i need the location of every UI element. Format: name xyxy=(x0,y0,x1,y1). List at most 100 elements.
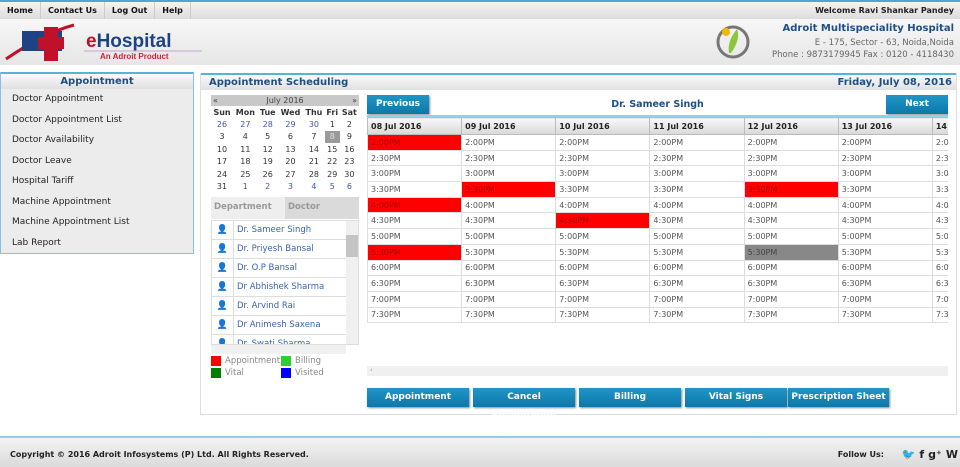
calendar-day[interactable]: 27 xyxy=(285,169,296,179)
time-slot[interactable]: 6:30PM xyxy=(461,275,557,292)
time-slot[interactable]: 6:00PM xyxy=(367,259,463,277)
time-slot[interactable]: 2:30PM xyxy=(837,149,933,167)
time-slot[interactable]: 3:00PM xyxy=(743,165,839,183)
calendar-prev[interactable]: « xyxy=(213,96,218,105)
time-slot[interactable]: 3:30PM xyxy=(931,181,948,198)
time-slot[interactable]: 5:30PM xyxy=(931,243,948,261)
time-slot[interactable]: 4:00PM xyxy=(555,196,651,214)
time-slot[interactable]: 3:30PM xyxy=(367,181,463,198)
calendar-day[interactable]: 29 xyxy=(285,120,296,130)
doctor-list-scrollbar[interactable] xyxy=(346,221,358,344)
time-slot[interactable]: 3:00PM xyxy=(649,165,745,183)
calendar-day[interactable]: 30 xyxy=(344,169,355,179)
calendar-day[interactable]: 7 xyxy=(311,132,317,142)
time-slot[interactable]: 4:00PM xyxy=(367,196,463,214)
time-slot[interactable]: 2:00PM xyxy=(461,134,557,151)
time-slot[interactable]: 7:00PM xyxy=(367,290,463,308)
time-slot[interactable]: 4:00PM xyxy=(837,196,933,214)
time-slot[interactable]: 2:30PM xyxy=(931,149,948,167)
nav-log-out[interactable]: Log Out xyxy=(105,2,156,19)
sidebar-item-doctor-availability[interactable]: Doctor Availability xyxy=(12,135,95,145)
time-slot[interactable]: 3:00PM xyxy=(837,165,933,183)
time-slot[interactable]: 5:00PM xyxy=(461,228,557,245)
time-slot[interactable]: 4:30PM xyxy=(649,212,745,230)
calendar-day[interactable]: 9 xyxy=(346,132,352,142)
time-slot[interactable]: 3:00PM xyxy=(461,165,557,183)
calendar-day[interactable]: 22 xyxy=(327,157,338,167)
tab-department[interactable]: Department xyxy=(211,197,285,219)
doctor-list-item[interactable]: 👤 Dr Animesh Saxena xyxy=(212,316,347,335)
calendar-day[interactable]: 2 xyxy=(265,182,271,192)
prescription-sheet-button[interactable]: Prescription Sheet xyxy=(788,388,889,407)
time-slot[interactable]: 5:30PM xyxy=(837,243,933,261)
calendar-day[interactable]: 4 xyxy=(311,182,317,192)
time-slot[interactable]: 7:00PM xyxy=(837,290,933,308)
time-slot[interactable]: 7:00PM xyxy=(649,290,745,308)
time-slot[interactable]: 3:00PM xyxy=(931,165,948,183)
calendar-day[interactable]: 8 xyxy=(324,130,340,144)
time-slot[interactable]: 4:30PM xyxy=(743,212,839,230)
billing-button[interactable]: Billing xyxy=(579,388,681,407)
calendar-day[interactable]: 11 xyxy=(240,144,251,154)
calendar-day[interactable]: 30 xyxy=(308,120,320,130)
time-slot[interactable]: 4:00PM xyxy=(461,196,557,214)
time-slot[interactable]: 5:30PM xyxy=(461,243,557,261)
time-slot[interactable]: 6:30PM xyxy=(367,275,463,292)
calendar-next[interactable]: » xyxy=(352,96,357,105)
time-slot[interactable]: 2:00PM xyxy=(649,134,745,151)
time-slot[interactable]: 5:30PM xyxy=(555,243,651,261)
time-slot[interactable]: 4:00PM xyxy=(931,196,948,214)
time-slot[interactable]: 2:00PM xyxy=(837,134,933,151)
time-slot[interactable]: 7:00PM xyxy=(743,290,839,308)
time-slot[interactable]: 5:00PM xyxy=(837,228,933,245)
time-slot[interactable]: 6:00PM xyxy=(555,259,651,277)
calendar-day[interactable]: 6 xyxy=(287,132,293,142)
ehospital-logo[interactable]: eHospital An Adroit Product xyxy=(4,23,204,63)
doctor-list-item[interactable]: 👤 Dr. Arvind Rai xyxy=(212,297,347,316)
time-slot[interactable]: 3:30PM xyxy=(461,181,557,198)
time-slot[interactable]: 5:00PM xyxy=(931,228,948,245)
doctor-list-item[interactable]: 👤 Dr. Sameer Singh xyxy=(212,221,347,240)
time-slot[interactable]: 2:30PM xyxy=(555,149,651,167)
calendar-day[interactable]: 26 xyxy=(216,120,228,130)
time-slot[interactable]: 7:30PM xyxy=(649,306,745,324)
time-slot[interactable]: 2:30PM xyxy=(649,149,745,167)
sidebar-item-machine-appointment-list[interactable]: Machine Appointment List xyxy=(12,217,130,227)
time-slot[interactable]: 6:30PM xyxy=(743,275,839,292)
time-slot[interactable]: 4:30PM xyxy=(837,212,933,230)
sidebar-item-hospital-tariff[interactable]: Hospital Tariff xyxy=(12,176,74,186)
time-slot[interactable]: 6:00PM xyxy=(649,259,745,277)
calendar-day[interactable]: 6 xyxy=(346,182,352,192)
next-button[interactable]: Next xyxy=(886,95,948,114)
time-slot[interactable]: 6:30PM xyxy=(931,275,948,292)
time-slot[interactable]: 7:00PM xyxy=(461,290,557,308)
time-slot[interactable]: 4:30PM xyxy=(367,212,463,230)
time-slot[interactable]: 5:00PM xyxy=(367,228,463,245)
calendar-day[interactable]: 28 xyxy=(262,120,273,130)
calendar-day[interactable]: 10 xyxy=(216,144,228,154)
doctor-list-hscrollbar[interactable] xyxy=(211,345,346,354)
time-slot[interactable]: 4:30PM xyxy=(461,212,557,230)
schedule-scrollbar[interactable]: ‹ xyxy=(367,366,948,376)
time-slot[interactable]: 5:00PM xyxy=(743,228,839,245)
calendar-day[interactable]: 27 xyxy=(240,120,251,130)
sidebar-item-doctor-appointment-list[interactable]: Doctor Appointment List xyxy=(12,114,122,125)
calendar-day[interactable]: 15 xyxy=(327,144,338,154)
calendar-day[interactable]: 29 xyxy=(327,169,338,179)
time-slot[interactable]: 5:30PM xyxy=(743,243,839,261)
calendar-day[interactable]: 19 xyxy=(262,157,273,167)
time-slot[interactable]: 3:30PM xyxy=(837,181,933,198)
calendar-day[interactable]: 5 xyxy=(329,182,335,192)
calendar-day[interactable]: 3 xyxy=(219,132,225,142)
time-slot[interactable]: 3:30PM xyxy=(743,181,839,198)
time-slot[interactable]: 3:30PM xyxy=(649,181,745,198)
calendar-day[interactable]: 26 xyxy=(262,169,273,179)
time-slot[interactable]: 3:00PM xyxy=(555,165,651,183)
time-slot[interactable]: 4:00PM xyxy=(743,196,839,214)
time-slot[interactable]: 5:30PM xyxy=(649,243,745,261)
time-slot[interactable]: 2:00PM xyxy=(931,134,948,151)
google-plus-icon[interactable]: g⁺ xyxy=(928,448,942,461)
doctor-list-item[interactable]: 👤 Dr Abhishek Sharma xyxy=(212,278,347,297)
calendar-day[interactable]: 20 xyxy=(285,157,296,167)
calendar-day[interactable]: 31 xyxy=(216,182,228,192)
